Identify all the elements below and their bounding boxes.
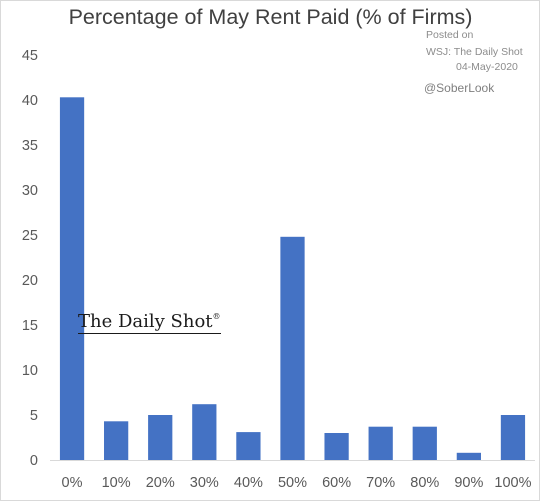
x-tick-label: 60% <box>322 475 351 491</box>
y-tick-label: 15 <box>22 318 38 334</box>
bar <box>324 433 349 460</box>
x-tick-label: 70% <box>366 475 395 491</box>
x-tick-label: 30% <box>190 475 219 491</box>
x-tick-label: 40% <box>234 475 263 491</box>
y-tick-label: 45 <box>22 48 38 64</box>
bar <box>148 415 173 460</box>
x-tick-label: 10% <box>102 475 131 491</box>
x-tick-label: 100% <box>494 475 531 491</box>
y-tick-label: 5 <box>30 408 38 424</box>
x-tick-label: 80% <box>410 475 439 491</box>
bar <box>192 404 217 460</box>
y-tick-label: 20 <box>22 273 38 289</box>
twitter-handle: @SoberLook <box>424 81 495 95</box>
chart-title: Percentage of May Rent Paid (% of Firms) <box>68 5 473 29</box>
watermark-text: The Daily Shot <box>78 311 213 332</box>
date-note: 04-May-2020 <box>456 61 518 73</box>
y-tick-label: 30 <box>22 183 38 199</box>
bar <box>368 426 393 460</box>
y-tick-label: 25 <box>22 228 38 244</box>
y-tick-label: 35 <box>22 138 38 154</box>
bar <box>59 97 85 461</box>
bar <box>500 415 526 460</box>
bar <box>412 426 437 460</box>
bar <box>456 452 481 460</box>
posted-on-note: Posted on <box>426 29 474 41</box>
y-tick-label: 40 <box>22 93 38 109</box>
daily-shot-watermark-logo: The Daily Shot® <box>78 312 221 334</box>
bar <box>104 421 129 460</box>
y-tick-label: 0 <box>30 453 38 469</box>
bar <box>280 236 305 460</box>
y-tick-label: 10 <box>22 363 38 379</box>
x-tick-label: 0% <box>62 475 83 491</box>
x-tick-label: 90% <box>454 475 483 491</box>
x-tick-label: 20% <box>146 475 175 491</box>
x-tick-label: 50% <box>278 475 307 491</box>
source-note: WSJ: The Daily Shot <box>426 46 523 58</box>
registered-mark: ® <box>212 312 221 321</box>
bar <box>236 432 261 460</box>
